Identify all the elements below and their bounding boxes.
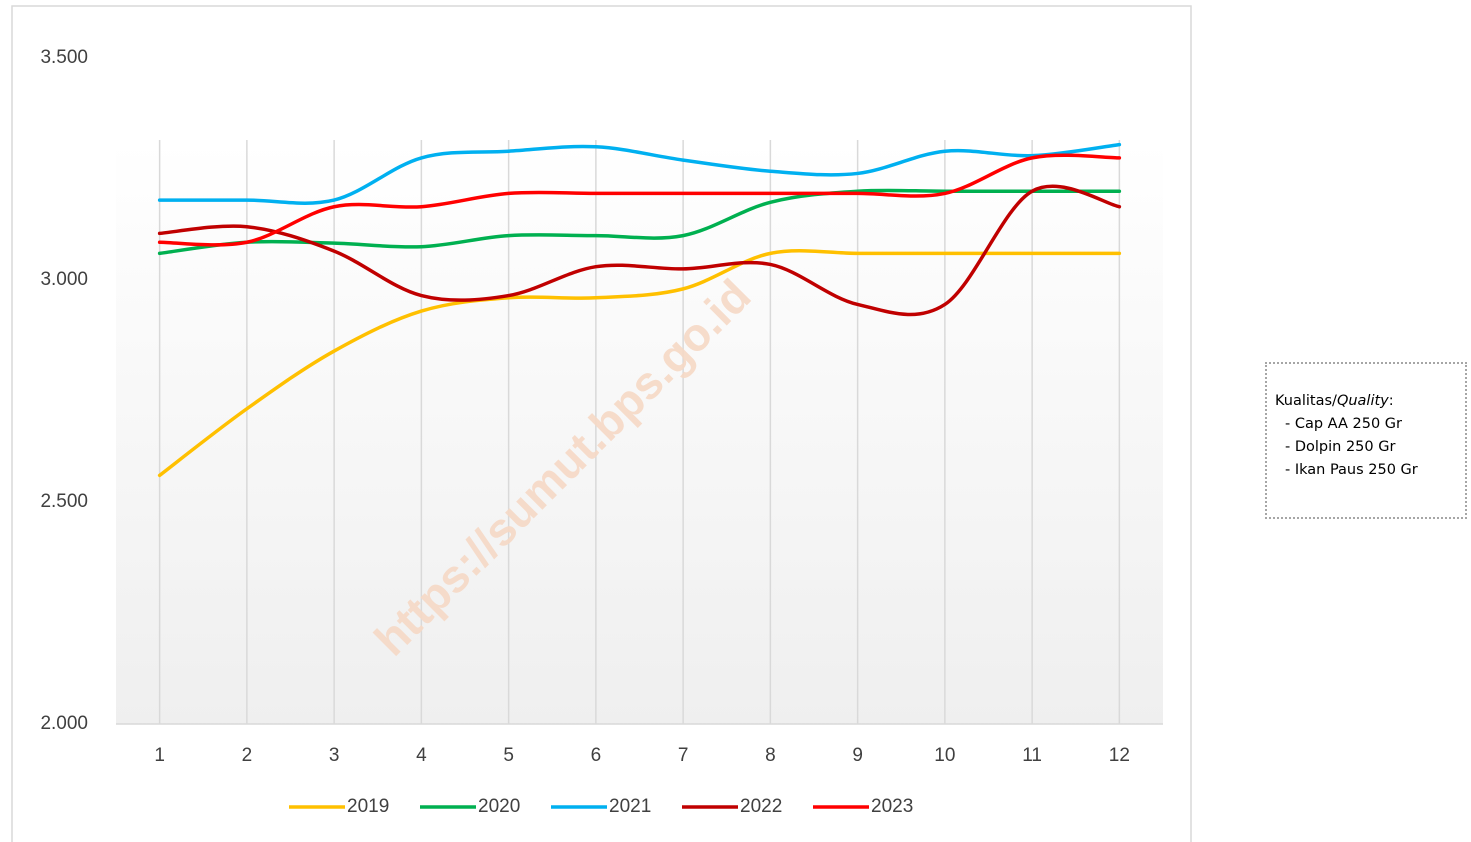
x-tick-label: 1	[154, 745, 165, 766]
x-tick-label: 6	[591, 745, 602, 766]
series-line	[157, 184, 1122, 317]
note-title-italic: Quality	[1336, 393, 1389, 409]
legend-label: 2020	[478, 796, 520, 817]
note-title: Kualitas/Quality:	[1275, 390, 1465, 413]
x-tick-label: 8	[765, 745, 776, 766]
x-tick-label: 5	[503, 745, 514, 766]
legend-label: 2022	[740, 796, 782, 817]
y-tick-label: 2.000	[40, 713, 88, 734]
x-tick-label: 2	[242, 745, 253, 766]
x-tick-label: 10	[934, 745, 955, 766]
series-line	[157, 142, 1122, 205]
note-box: Kualitas/Quality: - Cap AA 250 Gr - Dolpi…	[1265, 362, 1467, 519]
legend-label: 2019	[347, 796, 389, 817]
note-item: - Dolpin 250 Gr	[1285, 439, 1396, 455]
plot-area	[116, 140, 1163, 724]
note-title-end: :	[1388, 393, 1394, 409]
x-tick-label: 3	[329, 745, 340, 766]
series-line	[157, 153, 1122, 247]
x-tick-label: 9	[852, 745, 863, 766]
y-tick-label: 3.000	[40, 269, 88, 290]
legend-label: 2021	[609, 796, 651, 817]
legend-label: 2023	[871, 796, 913, 817]
note-title-text: Kualitas/	[1275, 393, 1337, 409]
x-tick-label: 7	[678, 745, 689, 766]
y-tick-label: 2.500	[40, 491, 88, 512]
x-tick-label: 12	[1109, 745, 1130, 766]
note-items: - Cap AA 250 Gr - Dolpin 250 Gr - Ikan Pau…	[1275, 413, 1465, 482]
note-item: - Ikan Paus 250 Gr	[1285, 462, 1418, 478]
series-line	[157, 248, 1122, 478]
note-item: - Cap AA 250 Gr	[1285, 416, 1402, 432]
y-tick-label: 3.500	[40, 47, 88, 68]
x-tick-label: 4	[416, 745, 427, 766]
x-tick-label: 11	[1022, 745, 1042, 766]
